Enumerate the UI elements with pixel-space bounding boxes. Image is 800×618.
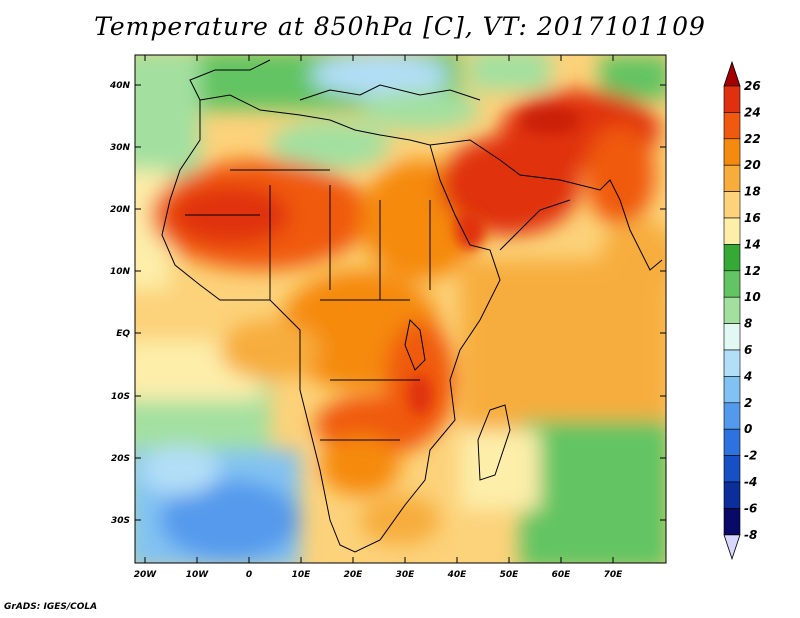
colorbar-label: 10 xyxy=(744,290,761,304)
colorbar-label: 6 xyxy=(744,343,752,357)
lon-label: 20W xyxy=(134,570,158,580)
colorbar-box xyxy=(723,270,741,298)
colorbar-box xyxy=(723,455,741,483)
lon-label: 20E xyxy=(344,570,364,580)
map-title: Temperature at 850hPa [C], VT: 201710110… xyxy=(94,12,706,41)
colorbar-box xyxy=(723,323,741,351)
lon-label: 60E xyxy=(552,570,572,580)
colorbar-top-arrow xyxy=(723,60,741,87)
lon-label: 50E xyxy=(500,570,520,580)
colorbar-box xyxy=(723,85,741,113)
lon-label: 10E xyxy=(292,570,312,580)
lat-label: 30S xyxy=(111,516,130,526)
colorbar-box xyxy=(723,138,741,166)
colorbar-label: -2 xyxy=(744,449,757,463)
colorbar-box xyxy=(723,349,741,377)
colorbar-label: 4 xyxy=(743,369,752,383)
temperature-field xyxy=(135,55,666,563)
colorbar-label: 12 xyxy=(744,264,761,278)
lat-label: 40N xyxy=(109,81,131,91)
colorbar-box xyxy=(723,244,741,272)
colorbar-label: 0 xyxy=(744,422,752,436)
longitude-axis: 20W 10W 0 10E 20E 30E 40E 50E 60E 70E xyxy=(134,55,623,580)
colorbar-box xyxy=(723,296,741,324)
colorbar-label: 26 xyxy=(744,79,761,93)
lon-label: 0 xyxy=(246,570,252,580)
colorbar-label: 8 xyxy=(744,317,752,331)
colorbar-box xyxy=(723,428,741,456)
colorbar-label: 16 xyxy=(744,211,761,225)
colorbar-box xyxy=(723,508,741,536)
colorbar-bottom-arrow xyxy=(723,534,741,561)
lon-label: 10W xyxy=(186,570,210,580)
colorbar-label: 22 xyxy=(744,132,761,146)
colorbar-box xyxy=(723,164,741,192)
colorbar-label: 18 xyxy=(744,185,761,199)
colorbar-label: -4 xyxy=(744,475,757,489)
colorbar-box xyxy=(723,191,741,219)
latitude-axis: 40N 30N 20N 10N EQ 10S 20S 30S xyxy=(109,81,666,526)
colorbar-box xyxy=(723,376,741,404)
colorbar-label: -8 xyxy=(744,528,757,542)
lat-label: 20N xyxy=(110,205,131,215)
lon-label: 40E xyxy=(447,570,468,580)
lat-label: 30N xyxy=(110,143,131,153)
lat-label: EQ xyxy=(116,329,130,339)
colorbar-label: 20 xyxy=(744,158,761,172)
colorbar-box xyxy=(723,217,741,245)
colorbar-box xyxy=(723,481,741,509)
grads-credit: GrADS: IGES/COLA xyxy=(4,602,98,612)
colorbar-label: -6 xyxy=(744,501,757,515)
lon-label: 30E xyxy=(396,570,416,580)
map-border xyxy=(134,54,667,564)
colorbar-label: 14 xyxy=(744,237,761,251)
colorbar-label: 2 xyxy=(744,396,752,410)
lon-label: 70E xyxy=(604,570,624,580)
colorbar-box xyxy=(723,112,741,140)
lat-label: 10S xyxy=(111,392,130,402)
colorbar-box xyxy=(723,402,741,430)
lat-label: 20S xyxy=(111,454,130,464)
lat-label: 10N xyxy=(110,267,131,277)
coastlines xyxy=(161,59,663,553)
colorbar-label: 24 xyxy=(744,105,761,119)
